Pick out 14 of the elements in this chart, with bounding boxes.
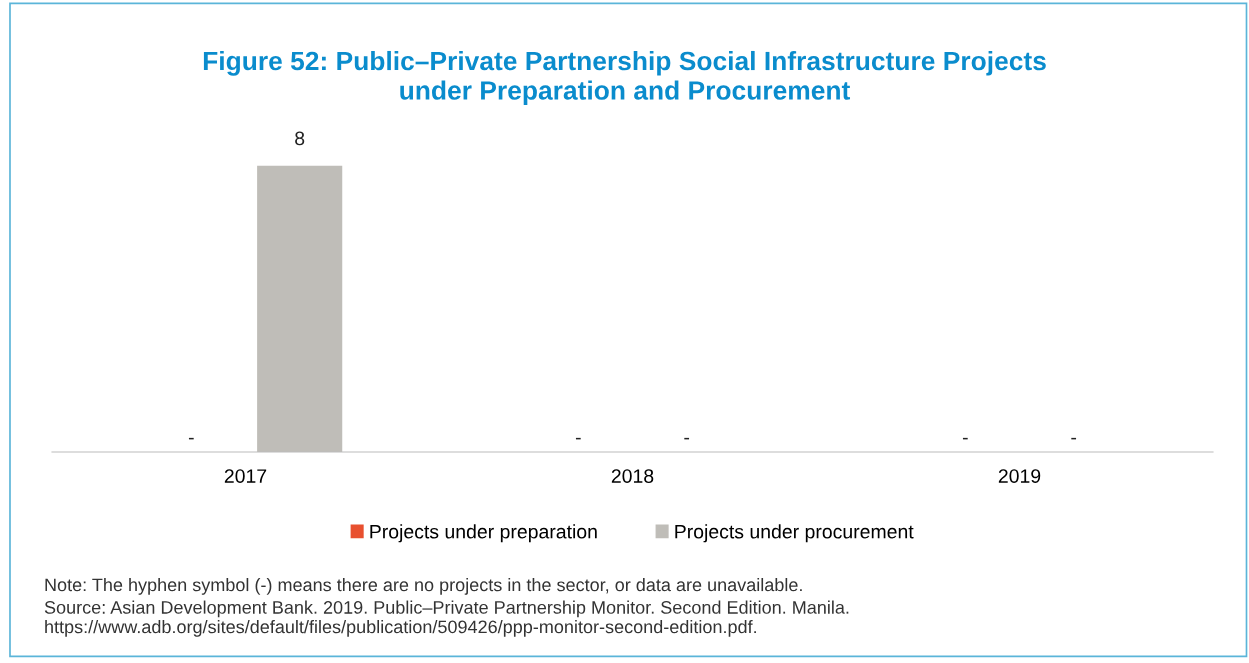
x-tick-label: 2019: [998, 469, 1041, 483]
chart-title: Figure 52: Public–Private Partnership Social Infrastructure Projects under Preparation and Procurement: [203, 50, 1046, 106]
text: -: [575, 437, 581, 440]
legend-label: Projects under preparation: [370, 524, 597, 543]
source-note: Source: Asian Development Bank. 2019. Public–Private Partnership Monitor. Second Edition. Manila. https://www.adb.org/sites/default/files/publication/509426/ppp-monitor-second-edition.pdf.: [44, 600, 849, 637]
x-tick-label: 2018: [611, 469, 654, 483]
x-tick-label: 2017: [224, 469, 267, 483]
legend-label: Projects under procurement: [675, 524, 914, 543]
text: -: [188, 437, 194, 440]
text: Note: The hyphen symbol (-) means there are no projects in the sector, or data are unavailable.: [45, 578, 802, 595]
text: -: [684, 437, 690, 440]
text: -: [962, 437, 968, 440]
data-label: 8: [295, 131, 305, 146]
text: -: [1071, 437, 1077, 440]
